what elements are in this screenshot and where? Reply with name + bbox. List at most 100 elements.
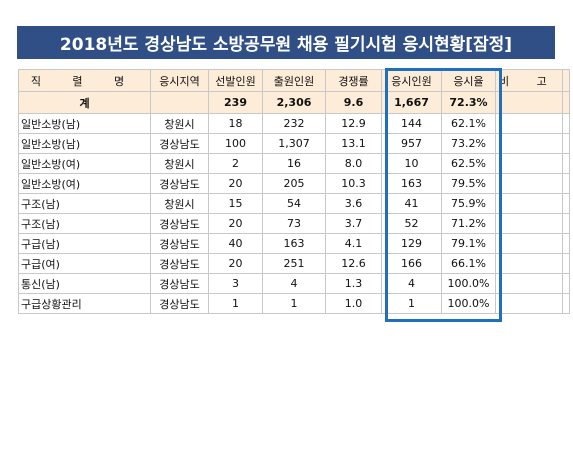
total-row: 계 239 2,306 9.6 1,667 72.3% <box>18 91 570 114</box>
row-selected: 2 <box>208 153 263 174</box>
row-position: 일반소방(남) <box>18 133 151 154</box>
row-note <box>495 273 563 294</box>
row-rate: 62.5% <box>441 153 496 174</box>
row-position: 구조(남) <box>18 193 151 214</box>
total-note <box>495 91 563 114</box>
row-examinees: 41 <box>381 193 442 214</box>
row-examinees: 4 <box>381 273 442 294</box>
row-position: 통신(남) <box>18 273 151 294</box>
row-ratio: 12.9 <box>325 113 382 134</box>
row-selected: 20 <box>208 213 263 234</box>
table-header-row: 직 렬 명 응시지역 선발인원 출원인원 경쟁률 응시인원 응시율 비 고 <box>18 69 570 92</box>
row-rate: 73.2% <box>441 133 496 154</box>
empty-cell <box>561 213 570 234</box>
row-region: 경상남도 <box>150 273 209 294</box>
row-applicants: 205 <box>262 173 326 194</box>
row-note <box>495 233 563 254</box>
header-selected: 선발인원 <box>208 69 263 92</box>
row-rate: 100.0% <box>441 293 496 314</box>
row-note <box>495 173 563 194</box>
row-note <box>495 153 563 174</box>
empty-cell <box>561 233 570 254</box>
row-ratio: 12.6 <box>325 253 382 274</box>
table-row: 일반소방(여) 경상남도 20 205 10.3 163 79.5% <box>18 173 570 194</box>
row-rate: 75.9% <box>441 193 496 214</box>
header-note: 비 고 <box>495 69 563 92</box>
row-ratio: 13.1 <box>325 133 382 154</box>
row-note <box>495 113 563 134</box>
row-selected: 40 <box>208 233 263 254</box>
header-examinees: 응시인원 <box>381 69 442 92</box>
row-selected: 100 <box>208 133 263 154</box>
total-position: 계 <box>18 91 151 114</box>
table-row: 일반소방(여) 창원시 2 16 8.0 10 62.5% <box>18 153 570 174</box>
row-rate: 79.1% <box>441 233 496 254</box>
header-region: 응시지역 <box>150 69 209 92</box>
row-applicants: 1 <box>262 293 326 314</box>
table-body: 직 렬 명 응시지역 선발인원 출원인원 경쟁률 응시인원 응시율 비 고 계 … <box>18 69 570 314</box>
table-row: 일반소방(남) 창원시 18 232 12.9 144 62.1% <box>18 113 570 134</box>
row-selected: 15 <box>208 193 263 214</box>
row-rate: 100.0% <box>441 273 496 294</box>
empty-cell <box>561 193 570 214</box>
empty-cell <box>561 293 570 314</box>
empty-cell <box>561 253 570 274</box>
empty-cell <box>561 69 570 92</box>
row-position: 일반소방(여) <box>18 173 151 194</box>
empty-cell <box>561 273 570 294</box>
row-position: 일반소방(남) <box>18 113 151 134</box>
row-ratio: 10.3 <box>325 173 382 194</box>
table-row: 구급상황관리 경상남도 1 1 1.0 1 100.0% <box>18 293 570 314</box>
total-selected: 239 <box>208 91 263 114</box>
header-rate: 응시율 <box>441 69 496 92</box>
row-selected: 20 <box>208 253 263 274</box>
row-region: 경상남도 <box>150 233 209 254</box>
row-region: 경상남도 <box>150 173 209 194</box>
row-applicants: 232 <box>262 113 326 134</box>
row-examinees: 52 <box>381 213 442 234</box>
row-rate: 66.1% <box>441 253 496 274</box>
header-applicants: 출원인원 <box>262 69 326 92</box>
total-region <box>150 91 209 114</box>
empty-cell <box>561 91 570 114</box>
row-note <box>495 133 563 154</box>
row-ratio: 1.3 <box>325 273 382 294</box>
row-note <box>495 293 563 314</box>
table-row: 구급(여) 경상남도 20 251 12.6 166 66.1% <box>18 253 570 274</box>
total-applicants: 2,306 <box>262 91 326 114</box>
row-region: 창원시 <box>150 193 209 214</box>
row-position: 일반소방(여) <box>18 153 151 174</box>
row-applicants: 163 <box>262 233 326 254</box>
table-row: 통신(남) 경상남도 3 4 1.3 4 100.0% <box>18 273 570 294</box>
row-position: 구급상황관리 <box>18 293 151 314</box>
row-examinees: 957 <box>381 133 442 154</box>
table-row: 구급(남) 경상남도 40 163 4.1 129 79.1% <box>18 233 570 254</box>
header-position: 직 렬 명 <box>18 69 151 92</box>
total-examinees: 1,667 <box>381 91 442 114</box>
table-row: 일반소방(남) 경상남도 100 1,307 13.1 957 73.2% <box>18 133 570 154</box>
total-ratio: 9.6 <box>325 91 382 114</box>
exam-status-table: 직 렬 명 응시지역 선발인원 출원인원 경쟁률 응시인원 응시율 비 고 계 … <box>18 69 570 314</box>
table-row: 구조(남) 창원시 15 54 3.6 41 75.9% <box>18 193 570 214</box>
row-region: 경상남도 <box>150 253 209 274</box>
row-applicants: 16 <box>262 153 326 174</box>
row-ratio: 4.1 <box>325 233 382 254</box>
row-selected: 1 <box>208 293 263 314</box>
row-position: 구급(남) <box>18 233 151 254</box>
empty-cell <box>561 113 570 134</box>
row-applicants: 251 <box>262 253 326 274</box>
row-selected: 18 <box>208 113 263 134</box>
page-title: 2018년도 경상남도 소방공무원 채용 필기시험 응시현황[잠정] <box>17 26 555 59</box>
row-selected: 20 <box>208 173 263 194</box>
table-row: 구조(남) 경상남도 20 73 3.7 52 71.2% <box>18 213 570 234</box>
row-examinees: 144 <box>381 113 442 134</box>
row-applicants: 4 <box>262 273 326 294</box>
row-examinees: 10 <box>381 153 442 174</box>
row-note <box>495 193 563 214</box>
row-examinees: 166 <box>381 253 442 274</box>
row-applicants: 54 <box>262 193 326 214</box>
empty-cell <box>561 153 570 174</box>
row-note <box>495 253 563 274</box>
row-region: 경상남도 <box>150 213 209 234</box>
row-position: 구급(여) <box>18 253 151 274</box>
